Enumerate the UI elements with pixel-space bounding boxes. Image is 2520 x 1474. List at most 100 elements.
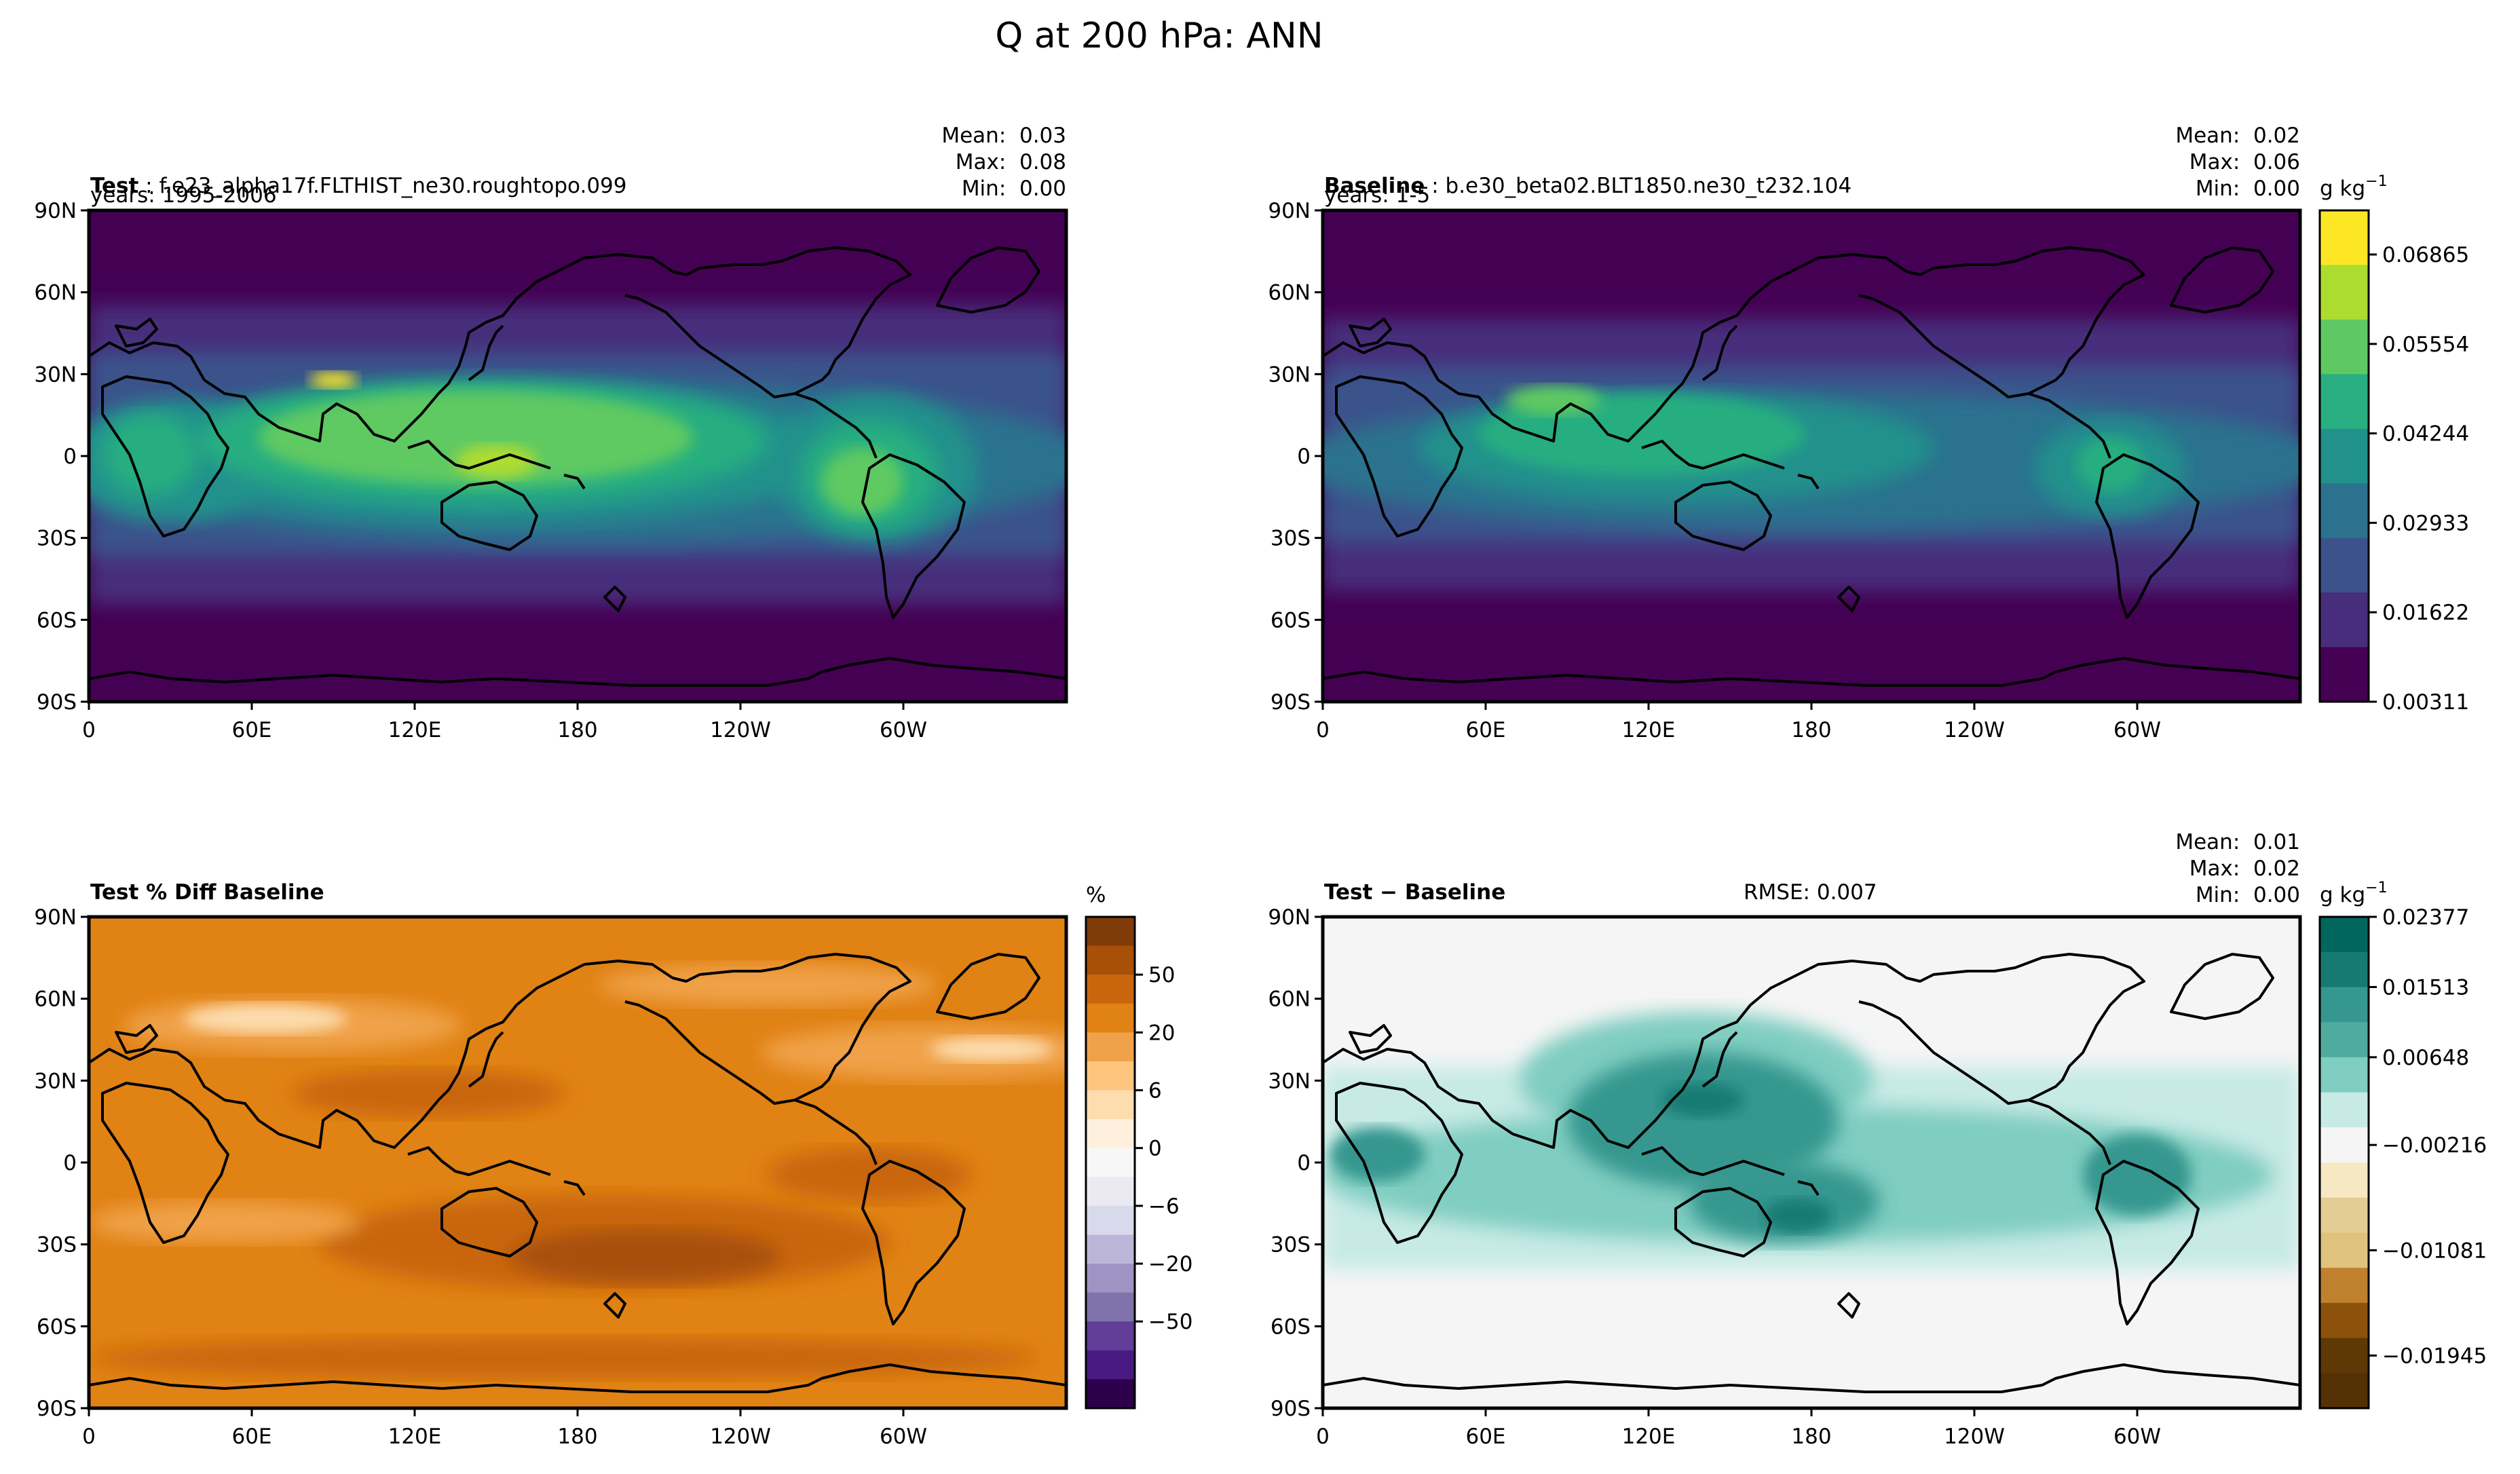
panel-baseline: 90N 60N 30N 0 30S 60S 90S 0 60E 120E 180 120W 60W B… — [1268, 124, 2302, 742]
cb3-color-block — [2320, 1057, 2369, 1093]
baseline-x-tick-label: 60E — [1465, 718, 1505, 742]
cb3-tick-label: 0.01513 — [2382, 975, 2469, 1000]
cb3-color-block — [2320, 917, 2369, 953]
test-y-tick-label: 30N — [34, 362, 77, 387]
coastlines — [89, 953, 1066, 1393]
cb2-tick-label: −20 — [1148, 1252, 1192, 1277]
test-y-axis: 90N 60N 30N 0 30S 60S 90S — [34, 199, 89, 715]
pctdiff-x-tick-label: 180 — [557, 1424, 597, 1449]
colorbar-q-label: g kg−1 — [2320, 173, 2388, 201]
baseline-x-tick-label: 120W — [1944, 718, 2005, 742]
pctdiff-x-tick-label: 60W — [880, 1424, 927, 1449]
pctdiff-y-tick-label: 60S — [37, 1315, 77, 1339]
baseline-field — [1323, 210, 2300, 702]
cb3-color-block — [2320, 987, 2369, 1023]
baseline-y-axis: 90N 60N 30N 0 30S 60S 90S — [1268, 199, 1323, 715]
test-title: Test : f.e23_alpha17f.FLTHIST_ne30.rough… — [90, 174, 627, 198]
cb2-tick-label: 0 — [1148, 1137, 1162, 1161]
baseline-y-tick-label: 30N — [1268, 362, 1311, 387]
test-y-tick-label: 60S — [37, 608, 77, 632]
cb3-color-block — [2320, 1268, 2369, 1304]
cb2-tick-label: −6 — [1148, 1194, 1180, 1219]
cb2-color-block — [1086, 1321, 1135, 1351]
test-y-tick-label: 60N — [34, 281, 77, 305]
diff-x-tick-label: 120W — [1944, 1424, 2005, 1449]
cb2-color-block — [1086, 1234, 1135, 1264]
cb3-tick-label: 0.02377 — [2382, 905, 2469, 930]
coastlines — [1323, 953, 2300, 1393]
cb2-tick-label: 20 — [1148, 1021, 1175, 1045]
cb1-tick-label: 0.02933 — [2382, 511, 2469, 535]
cb1-tick-label: 0.00311 — [2382, 690, 2469, 715]
cb2-color-block — [1086, 1292, 1135, 1322]
test-x-tick-label: 60W — [880, 718, 927, 742]
cb1-color-block — [2320, 428, 2369, 484]
cb1-color-block — [2320, 265, 2369, 320]
pctdiff-y-axis: 90N 60N 30N 0 30S 60S 90S — [34, 905, 89, 1421]
cb3-color-block — [2320, 1092, 2369, 1128]
baseline-x-tick-label: 60W — [2113, 718, 2161, 742]
pctdiff-x-axis: 0 60E 120E 180 120W 60W — [82, 1408, 927, 1449]
cb2-color-block — [1086, 1119, 1135, 1149]
cb2-color-block — [1086, 1379, 1135, 1409]
cb2-tick-label: 6 — [1148, 1079, 1162, 1103]
cb1-tick-label: 0.06865 — [2382, 243, 2469, 267]
panel-diff: 90N 60N 30N 0 30S 60S 90S 0 60E 120E 180 120W 60W T… — [1268, 830, 2302, 1449]
test-x-tick-label: 0 — [82, 718, 96, 742]
cb2-color-block — [1086, 1032, 1135, 1062]
cb1-color-block — [2320, 483, 2369, 539]
panel-test: 90N 60N 30N 0 30S 60S 90S 0 60E 120E 180 120W 60W T… — [34, 124, 1068, 742]
cb2-color-block — [1086, 1264, 1135, 1293]
cb3-color-block — [2320, 951, 2369, 987]
figure-title: Q at 200 hPa: ANN — [995, 16, 1323, 56]
pctdiff-x-tick-label: 120W — [710, 1424, 771, 1449]
diff-y-axis: 90N 60N 30N 0 30S 60S 90S — [1268, 905, 1323, 1421]
diff-y-tick-label: 90S — [1271, 1397, 1311, 1421]
baseline-y-tick-label: 90N — [1268, 199, 1311, 223]
baseline-title: Baseline : b.e30_beta02.BLT1850.ne30_t23… — [1324, 174, 1851, 198]
cb3-tick-label: −0.01945 — [2382, 1344, 2487, 1368]
baseline-x-tick-label: 180 — [1791, 718, 1831, 742]
cb1-color-block — [2320, 647, 2369, 702]
cb2-color-block — [1086, 1003, 1135, 1033]
colorbar-pct: 50 20 6 0 −6 −20 −50 % — [1085, 883, 1192, 1410]
cb1-color-block — [2320, 319, 2369, 375]
cb3-color-block — [2320, 1163, 2369, 1198]
cb2-color-block — [1086, 1177, 1135, 1207]
test-y-tick-label: 0 — [63, 445, 77, 469]
baseline-title-bold: Baseline — [1324, 174, 1425, 198]
diff-y-tick-label: 60S — [1271, 1315, 1311, 1339]
diff-x-tick-label: 0 — [1316, 1424, 1330, 1449]
pctdiff-y-tick-label: 0 — [63, 1151, 77, 1175]
cb1-color-block — [2320, 537, 2369, 593]
pctdiff-y-tick-label: 30S — [37, 1233, 77, 1258]
diff-x-tick-label: 60E — [1465, 1424, 1505, 1449]
cb3-tick-label: 0.00648 — [2382, 1046, 2469, 1070]
cb3-color-block — [2320, 1022, 2369, 1058]
diff-stat-max: Max: 0.02 — [2189, 856, 2300, 881]
baseline-y-tick-label: 0 — [1297, 445, 1311, 469]
test-x-axis: 0 60E 120E 180 120W 60W — [82, 702, 927, 742]
diff-y-tick-label: 0 — [1297, 1151, 1311, 1175]
diff-y-tick-label: 30S — [1271, 1233, 1311, 1258]
baseline-title-rest: : b.e30_beta02.BLT1850.ne30_t232.104 — [1425, 174, 1851, 198]
pctdiff-y-tick-label: 90N — [34, 905, 77, 930]
cb2-color-block — [1086, 917, 1135, 947]
diff-y-tick-label: 30N — [1268, 1069, 1311, 1093]
test-stat-mean: Mean: 0.03 — [941, 124, 1066, 148]
cb2-tick-label: 50 — [1148, 963, 1175, 987]
pctdiff-x-tick-label: 60E — [231, 1424, 271, 1449]
cb1-color-block — [2320, 374, 2369, 430]
baseline-x-tick-label: 120E — [1622, 718, 1676, 742]
diff-y-tick-label: 60N — [1268, 987, 1311, 1012]
cb2-color-block — [1086, 945, 1135, 975]
test-x-tick-label: 120E — [388, 718, 442, 742]
coastlines — [89, 246, 1066, 687]
diff-y-tick-label: 90N — [1268, 905, 1311, 930]
pctdiff-x-tick-label: 120E — [388, 1424, 442, 1449]
cb2-color-block — [1086, 1205, 1135, 1235]
baseline-y-tick-label: 60S — [1271, 608, 1311, 632]
diff-x-tick-label: 180 — [1791, 1424, 1831, 1449]
cb3-color-block — [2320, 1338, 2369, 1374]
